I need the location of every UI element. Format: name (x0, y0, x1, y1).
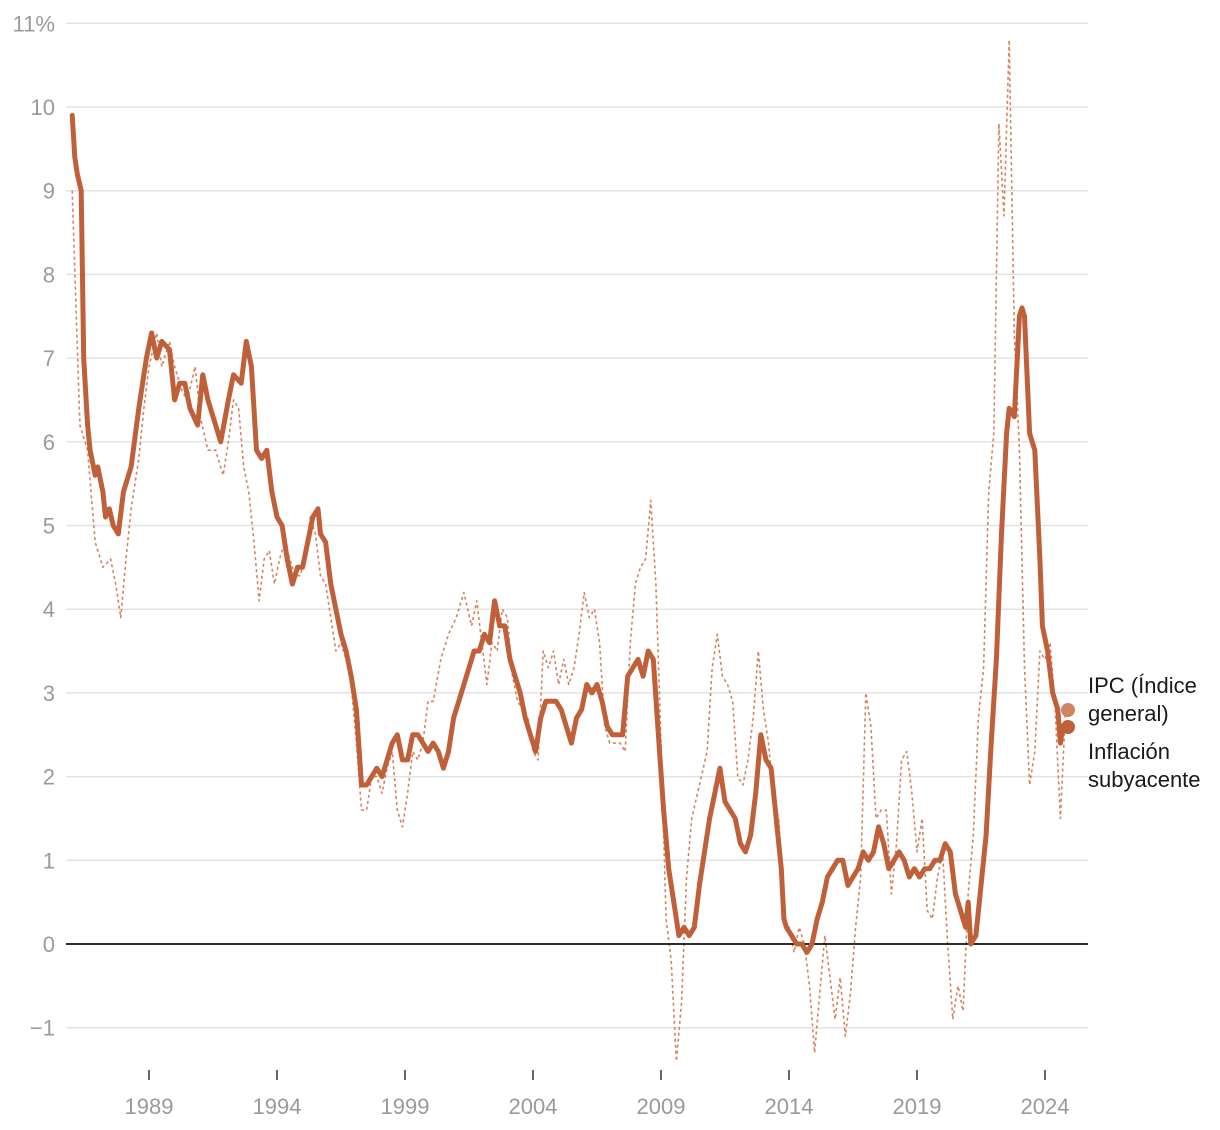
y-tick-label: 5 (43, 514, 55, 539)
y-tick-label: 1 (43, 848, 55, 873)
y-tick-label: 3 (43, 681, 55, 706)
series-line-core (69, 112, 1068, 955)
series-layer (66, 39, 1088, 1062)
y-tick-label: 10 (31, 95, 55, 120)
legend-label-ipc: general) (1088, 701, 1169, 726)
y-tick-label: 0 (43, 932, 55, 957)
y-tick-label: 4 (43, 597, 55, 622)
y-tick-label: 7 (43, 346, 55, 371)
y-tick-label: −1 (30, 1016, 55, 1041)
y-tick-label: 6 (43, 430, 55, 455)
x-tick-label: 2009 (637, 1094, 686, 1119)
y-tick-label: 2 (43, 765, 55, 790)
x-tick-label: 2014 (765, 1094, 814, 1119)
grid-layer (66, 22, 1088, 1029)
y-tick-label: 11% (13, 11, 55, 36)
legend-dot-core (1061, 720, 1075, 734)
legend-label-ipc: IPC (Índice (1088, 673, 1197, 698)
y-tick-label: 8 (43, 262, 55, 287)
x-tick-label: 1994 (253, 1094, 302, 1119)
x-tick-label: 2004 (509, 1094, 558, 1119)
legend-dot-ipc (1061, 703, 1075, 717)
series-line-ipc (71, 39, 1067, 1062)
x-tick-label: 1999 (381, 1094, 430, 1119)
x-tick-label: 2024 (1021, 1094, 1070, 1119)
x-tick-label: 1989 (125, 1094, 174, 1119)
x-tick-label: 2019 (893, 1094, 942, 1119)
y-tick-label: 9 (43, 179, 55, 204)
legend: IPC (Índice general) Inflación subyacente (1061, 673, 1201, 792)
y-axis-tick-labels: −1 0 1 2 3 4 5 6 7 8 9 10 11% (13, 11, 55, 1040)
legend-label-core: Inflación (1088, 739, 1170, 764)
legend-label-core: subyacente (1088, 767, 1201, 792)
x-axis: 1989 1994 1999 2004 2009 2014 2019 2024 (125, 1070, 1070, 1119)
